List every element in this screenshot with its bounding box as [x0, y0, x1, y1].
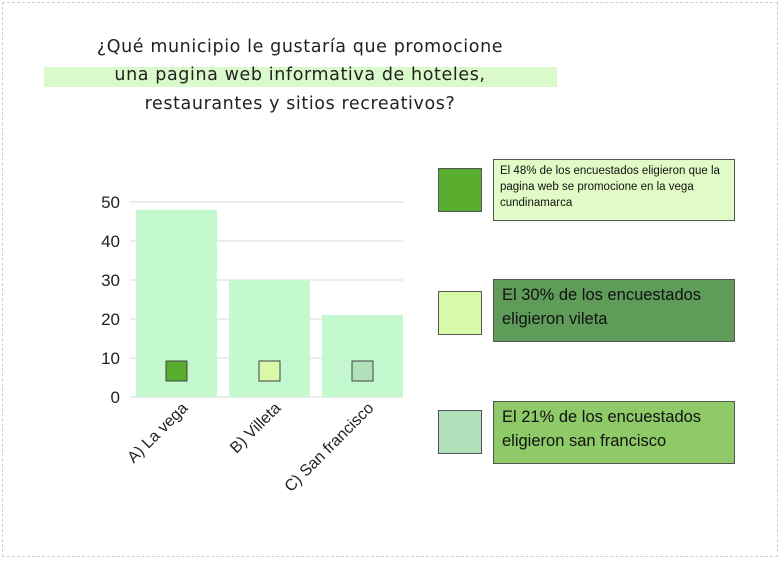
legend-note-la-vega: El 48% de los encuestados eligieron que …	[493, 159, 735, 221]
y-tick-label: 0	[111, 388, 120, 407]
x-tick-label: C) San francisco	[282, 400, 378, 496]
legend-note-san-francisco: El 21% de los encuestados eligieron san …	[493, 401, 735, 464]
y-tick-label: 10	[101, 349, 120, 368]
bar	[322, 315, 403, 397]
y-tick-label: 50	[101, 193, 120, 212]
bar-marker	[165, 360, 188, 382]
chart-title-line-3: restaurantes y sitios recreativos?	[144, 94, 456, 114]
bar-marker	[258, 360, 281, 382]
y-tick-label: 20	[101, 310, 120, 329]
chart-title-line-2: una pagina web informativa de hoteles,	[114, 65, 486, 85]
title-highlight	[44, 67, 557, 87]
y-tick-label: 40	[101, 232, 120, 251]
legend-swatch-la-vega	[438, 168, 482, 212]
legend-swatch-villeta	[438, 291, 482, 335]
legend-swatch-san-francisco	[438, 410, 482, 454]
x-tick-label: A) La vega	[125, 400, 192, 467]
chart-title-line-1: ¿Qué municipio le gustaría que promocion…	[96, 37, 504, 57]
x-tick-label: B) Villeta	[227, 400, 284, 457]
legend-note-villeta: El 30% de los encuestados eligieron vile…	[493, 279, 735, 342]
bar-marker	[351, 360, 374, 382]
y-tick-label: 30	[101, 271, 120, 290]
